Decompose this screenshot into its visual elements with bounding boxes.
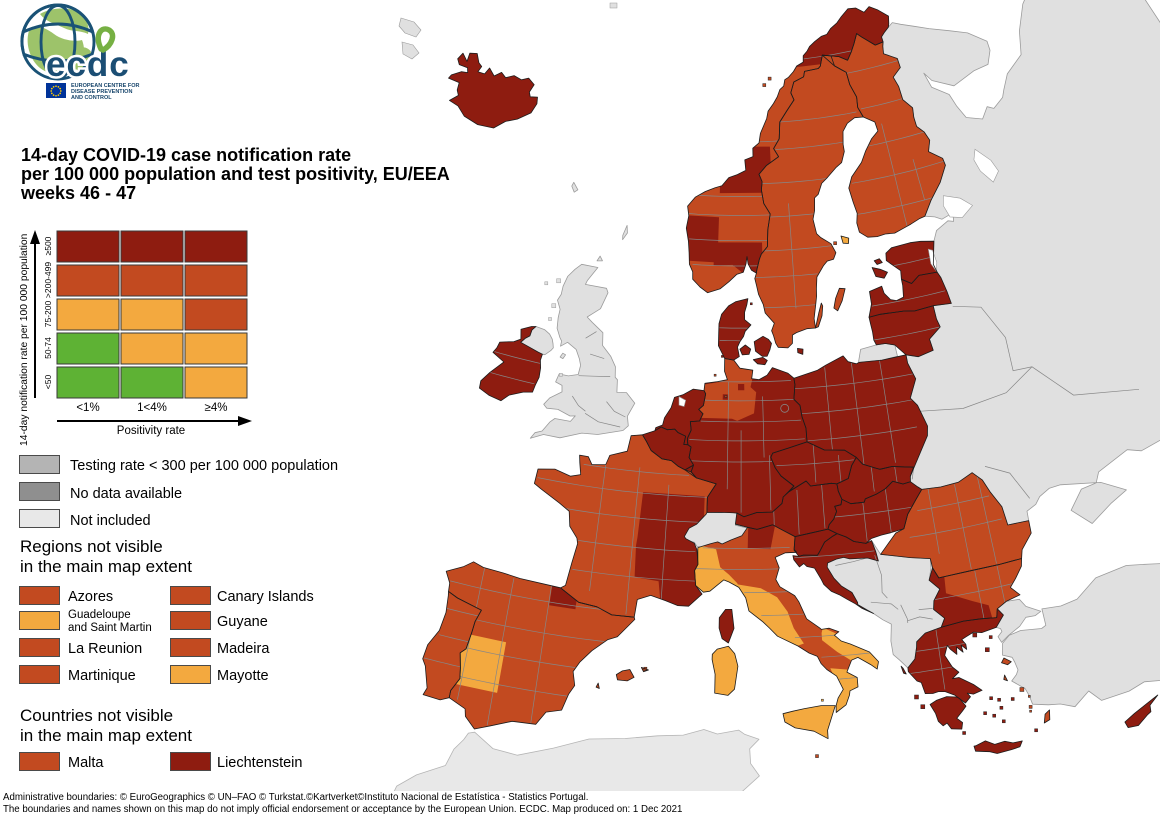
svg-text:<1%: <1%: [76, 402, 99, 414]
svg-text:1<4%: 1<4%: [137, 402, 167, 414]
svg-text:≥4%: ≥4%: [205, 402, 228, 414]
svg-text:ecdc: ecdc: [46, 45, 130, 84]
svg-text:>200-499: >200-499: [43, 262, 53, 298]
svg-text:50-74: 50-74: [43, 337, 53, 359]
svg-text:75-200: 75-200: [43, 300, 53, 327]
svg-text:Positivity rate: Positivity rate: [117, 425, 185, 437]
svg-text:<50: <50: [43, 375, 53, 390]
svg-text:≥500: ≥500: [43, 236, 53, 255]
